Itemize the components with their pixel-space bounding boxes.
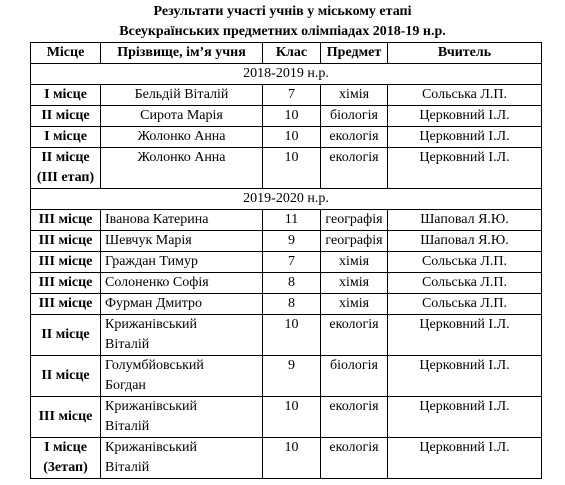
data-row: II місце (III етап) Жолонко Анна 10 екологі… [30, 147, 542, 189]
grade: 9 [262, 355, 321, 397]
student-name: Граждан Тимур [100, 251, 263, 273]
teacher: Сольська Л.П. [387, 251, 542, 273]
grade: 10 [262, 314, 321, 356]
header-row: Місце Прізвище, ім’я учня Клас Предмет Вчите… [30, 42, 542, 64]
student-name: Фурман Дмитро [100, 293, 263, 315]
place: I місце [30, 84, 101, 106]
section-label: 2018-2019 н.р. [30, 63, 542, 85]
grade: 11 [262, 209, 321, 231]
place: III місце [30, 396, 101, 438]
title-line: Результати участі учнів у міському етапі [153, 4, 412, 19]
column-header: Предмет [320, 42, 388, 64]
place: I місце (3етап) [30, 437, 101, 479]
teacher: Церковний І.Л. [387, 105, 542, 127]
data-row: III місце Солоненко Софія 8 хімія Сольська Л… [30, 272, 542, 294]
teacher: Церковний І.Л. [387, 147, 542, 189]
subject: хімія [320, 293, 388, 315]
data-row: III місце Граждан Тимур 7 хімія Сольська Л.П… [30, 251, 542, 273]
grade: 8 [262, 293, 321, 315]
teacher: Церковний І.Л. [387, 355, 542, 397]
place: II місце [30, 355, 101, 397]
student-name: Шевчук Марія [100, 230, 263, 252]
subject: біологія [320, 105, 388, 127]
data-row: I місце Жолонко Анна 10 екологія Церковний І… [30, 126, 542, 148]
section-label: 2019-2020 н.р. [30, 188, 542, 210]
subject: хімія [320, 272, 388, 294]
teacher: Шаповал Я.Ю. [387, 230, 542, 252]
data-row: III місце Крижанівський Віталій 10 екологія… [30, 396, 542, 438]
place: III місце [30, 209, 101, 231]
student-name: Сирота Марія [100, 105, 263, 127]
subject: хімія [320, 251, 388, 273]
place: III місце [30, 230, 101, 252]
data-row: III місце Шевчук Марія 9 географія Шаповал Я… [30, 230, 542, 252]
column-header: Вчитель [387, 42, 542, 64]
subject: екологія [320, 437, 388, 479]
teacher: Церковний І.Л. [387, 437, 542, 479]
place: II місце (III етап) [30, 147, 101, 189]
grade: 10 [262, 396, 321, 438]
student-name: Жолонко Анна [100, 147, 263, 189]
section-row: 2019-2020 н.р. [30, 188, 542, 210]
student-name: Бельдій Віталій [100, 84, 263, 106]
data-row: II місце Крижанівський Віталій 10 екологія Ц… [30, 314, 542, 356]
student-name: Крижанівський Віталій [100, 314, 263, 356]
results-table: Місце Прізвище, ім’я учня Клас Предмет Вчите… [30, 42, 542, 479]
grade: 8 [262, 272, 321, 294]
teacher: Сольська Л.П. [387, 84, 542, 106]
place: II місце [30, 105, 101, 127]
place: I місце [30, 126, 101, 148]
subject: географія [320, 209, 388, 231]
subject: хімія [320, 84, 388, 106]
subject: географія [320, 230, 388, 252]
place: III місце [30, 293, 101, 315]
student-name: Іванова Катерина [100, 209, 263, 231]
student-name: Голумбйовський Богдан [100, 355, 263, 397]
subject: біологія [320, 355, 388, 397]
subject: екологія [320, 314, 388, 356]
column-header: Клас [262, 42, 321, 64]
grade: 10 [262, 147, 321, 189]
grade: 10 [262, 126, 321, 148]
subject: екологія [320, 126, 388, 148]
student-name: Крижанівський Віталій [100, 437, 263, 479]
title-line: Всеукраїнських предметних олімпіадах 201… [119, 24, 446, 39]
place: III місце [30, 272, 101, 294]
student-name: Жолонко Анна [100, 126, 263, 148]
subject: екологія [320, 147, 388, 189]
teacher: Церковний І.Л. [387, 396, 542, 438]
data-row: III місце Фурман Дмитро 8 хімія Сольська Л.П… [30, 293, 542, 315]
data-row: I місце (3етап) Крижанівський Віталій 10 ек… [30, 437, 542, 479]
student-name: Солоненко Софія [100, 272, 263, 294]
teacher: Церковний І.Л. [387, 314, 542, 356]
data-row: I місце Бельдій Віталій 7 хімія Сольська Л.П… [30, 84, 542, 106]
data-row: II місце Сирота Марія 10 біологія Церковний … [30, 105, 542, 127]
teacher: Сольська Л.П. [387, 293, 542, 315]
teacher: Сольська Л.П. [387, 272, 542, 294]
place: II місце [30, 314, 101, 356]
title: Результати участі учнів у міському етапі… [0, 0, 565, 42]
teacher: Церковний І.Л. [387, 126, 542, 148]
teacher: Шаповал Я.Ю. [387, 209, 542, 231]
section-row: 2018-2019 н.р. [30, 63, 542, 85]
column-header: Місце [30, 42, 101, 64]
grade: 7 [262, 251, 321, 273]
column-header: Прізвище, ім’я учня [100, 42, 263, 64]
student-name: Крижанівський Віталій [100, 396, 263, 438]
grade: 7 [262, 84, 321, 106]
place: III місце [30, 251, 101, 273]
grade: 10 [262, 105, 321, 127]
subject: екологія [320, 396, 388, 438]
grade: 9 [262, 230, 321, 252]
data-row: II місце Голумбйовський Богдан 9 біологія Це… [30, 355, 542, 397]
grade: 10 [262, 437, 321, 479]
data-row: III місце Іванова Катерина 11 географія Шапо… [30, 209, 542, 231]
